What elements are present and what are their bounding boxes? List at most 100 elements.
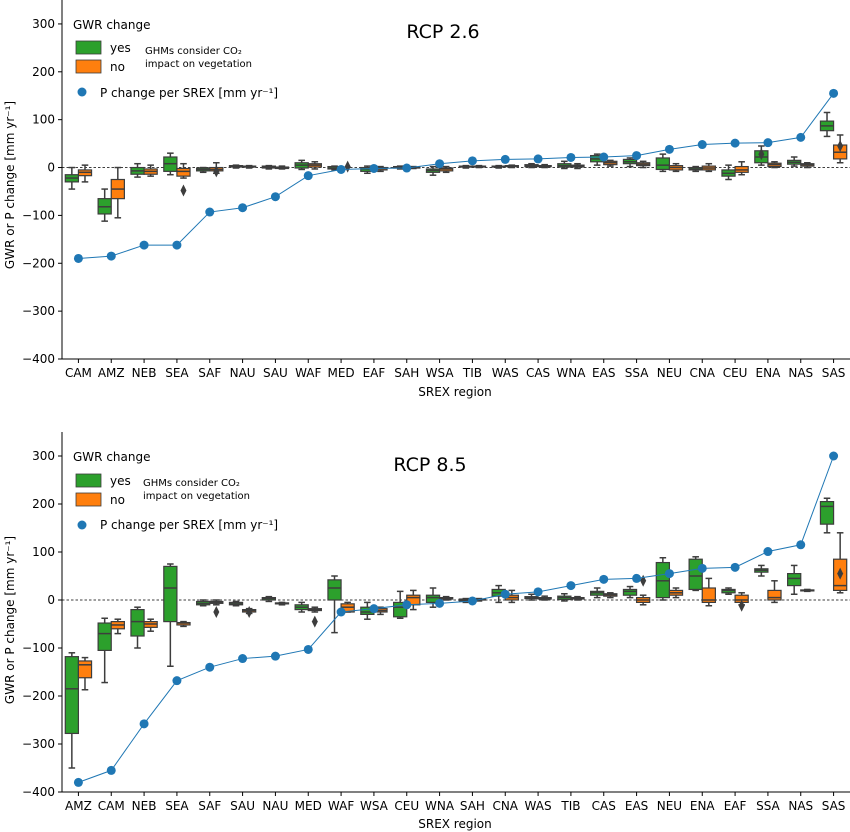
box-no-nas [800, 161, 815, 169]
legend-note-line2: impact on vegetation [143, 491, 250, 502]
box-no-cam [110, 618, 125, 635]
box-yes-sea [163, 563, 178, 667]
p-change-point-wsa [435, 159, 445, 169]
box-yes-amz [97, 188, 112, 222]
box-no-nau [241, 164, 257, 169]
box-no-wsa [438, 165, 454, 174]
box-no-ssa [635, 160, 651, 169]
box-no-wna [438, 595, 454, 601]
x-tick-label-eas: EAS [625, 799, 648, 813]
p-change-point-ssa [763, 547, 773, 557]
y-axis-label: GWR or P change [mm yr⁻¹] [3, 536, 17, 704]
outlier-marker [213, 606, 220, 618]
box-iqr [327, 579, 342, 601]
box-no-was [537, 595, 552, 601]
p-change-point-amz [106, 251, 116, 261]
p-change-point-neb [139, 240, 149, 250]
y-tick-label: −300 [22, 304, 55, 318]
y-tick-label: 0 [47, 593, 55, 607]
y-tick-label: −400 [22, 785, 55, 799]
x-tick-label-nau: NAU [262, 799, 288, 813]
legend-note-line2: impact on vegetation [145, 59, 252, 70]
x-tick-label-ceu: CEU [394, 799, 419, 813]
p-change-point-eas [632, 573, 642, 583]
legend-label-no: no [110, 60, 125, 74]
p-change-point-cna [697, 140, 707, 150]
box-no-wna [570, 162, 585, 170]
x-tick-label-wsa: WSA [360, 799, 389, 813]
p-change-point-was [500, 154, 510, 164]
p-change-point-eaf [369, 163, 379, 173]
x-tick-label-waf: WAF [295, 366, 321, 380]
box-yes-cam [64, 166, 80, 190]
y-axis-label: GWR or P change [mm yr⁻¹] [3, 101, 17, 269]
box-yes-sas [819, 111, 835, 138]
box-yes-sea [163, 152, 178, 176]
box-iqr [655, 157, 671, 171]
box-yes-cas [524, 162, 539, 169]
box-yes-tib [458, 164, 474, 169]
box-yes-nas [787, 156, 802, 167]
box-no-neb [143, 618, 158, 632]
box-yes-nau [228, 164, 244, 169]
box-yes-was [491, 164, 506, 169]
box-yes-saf [196, 599, 211, 607]
legend-swatch-no [75, 59, 102, 74]
box-no-amz [77, 656, 93, 691]
y-tick-label: 100 [32, 545, 55, 559]
x-tick-label-saf: SAF [198, 366, 221, 380]
x-axis-label: SREX region [418, 385, 492, 399]
box-yes-waf [294, 159, 309, 171]
legend-label-p: P change per SREX [mm yr⁻¹] [100, 86, 278, 100]
y-tick-label: −100 [22, 641, 55, 655]
box-iqr [622, 588, 638, 596]
x-tick-label-sas: SAS [822, 799, 846, 813]
box-yes-sau [261, 164, 277, 170]
p-change-point-tib [566, 581, 576, 591]
p-change-point-cna [500, 589, 510, 599]
x-tick-label-sea: SEA [165, 799, 189, 813]
box-no-eas [603, 159, 618, 167]
chart-title: RCP 2.6 [406, 21, 479, 43]
p-change-point-sas [829, 451, 839, 461]
box-no-ena [767, 161, 782, 169]
box-yes-ceu [721, 164, 736, 181]
p-change-point-ena [763, 138, 773, 148]
legend-marker-p [77, 520, 87, 530]
box-iqr [688, 558, 703, 591]
outlier-marker [640, 574, 647, 587]
x-axis-label: SREX region [418, 817, 492, 831]
legend-title: GWR change [73, 450, 150, 464]
box-yes-sas [819, 497, 835, 534]
y-tick-label: −100 [22, 208, 55, 222]
y-tick-label: 300 [32, 449, 55, 463]
legend-swatch-yes [75, 40, 102, 55]
box-yes-nas [787, 564, 802, 595]
x-tick-label-ena: ENA [690, 799, 716, 813]
p-change-point-ceu [402, 600, 412, 610]
outlier-marker [180, 184, 187, 197]
p-change-point-cam [73, 253, 83, 263]
legend-marker-p [77, 87, 87, 97]
box-iqr [767, 589, 782, 601]
box-no-med [307, 606, 322, 613]
box-yes-ena [688, 556, 703, 592]
box-no-nas [800, 588, 815, 593]
box-no-nau [274, 601, 290, 606]
p-change-point-cas [533, 154, 543, 164]
x-tick-label-eaf: EAF [724, 799, 747, 813]
box-iqr [819, 501, 835, 525]
y-tick-label: −200 [22, 689, 55, 703]
x-tick-label-sah: SAH [460, 799, 485, 813]
p-change-point-sau [270, 192, 280, 202]
box-no-cna [701, 162, 716, 173]
box-iqr [163, 565, 178, 623]
outlier-marker [837, 567, 844, 580]
x-tick-label-eaf: EAF [363, 366, 386, 380]
p-change-point-nau [238, 203, 248, 213]
p-change-point-was [533, 587, 543, 597]
x-tick-label-amz: AMZ [98, 366, 125, 380]
x-tick-label-cas: CAS [592, 799, 616, 813]
box-yes-neu [655, 153, 671, 173]
